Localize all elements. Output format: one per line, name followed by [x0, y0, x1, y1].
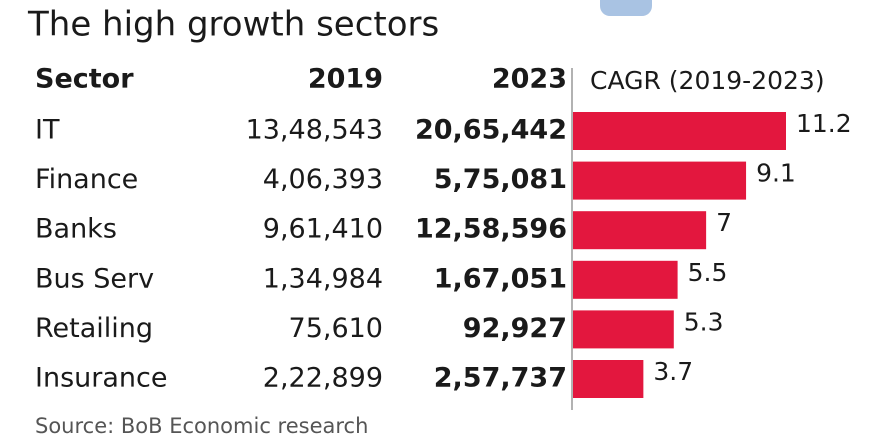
source: Source: BoB Economic research	[35, 414, 368, 438]
bar	[573, 161, 747, 200]
sector-name: Insurance	[35, 363, 167, 394]
value-2023: 1,67,051	[434, 263, 567, 294]
value-2019: 75,610	[289, 313, 383, 344]
column-header: 2019	[308, 64, 383, 95]
value-label: 9.1	[756, 159, 796, 188]
value-label: 7	[716, 208, 732, 237]
sector-name: Bus Serv	[35, 263, 154, 294]
value-2019: 1,34,984	[263, 263, 383, 294]
sector-name: Retailing	[35, 313, 153, 344]
value-2019: 13,48,543	[246, 115, 383, 146]
column-header: 2023	[492, 64, 567, 95]
value-2023: 92,927	[463, 313, 567, 344]
value-2019: 4,06,393	[263, 164, 383, 195]
column-header: Sector	[35, 64, 134, 95]
value-2019: 9,61,410	[263, 214, 383, 245]
bar	[573, 360, 644, 398]
value-2023: 2,57,737	[434, 363, 567, 394]
value-2019: 2,22,899	[263, 363, 383, 394]
value-2023: 20,65,442	[415, 115, 567, 146]
value-label: 11.2	[796, 109, 852, 138]
title: The high growth sectors	[27, 5, 439, 45]
header-image	[600, 0, 652, 16]
sector-name: Banks	[35, 214, 117, 245]
chart-title: CAGR (2019-2023)	[590, 66, 825, 95]
value-label: 5.5	[688, 258, 728, 287]
value-2023: 12,58,596	[415, 214, 567, 245]
bar	[573, 112, 786, 150]
sector-name: IT	[35, 115, 60, 146]
value-2023: 5,75,081	[434, 164, 567, 195]
sector-name: Finance	[35, 164, 138, 195]
bar	[573, 310, 674, 349]
value-label: 5.3	[684, 307, 724, 336]
value-label: 3.7	[653, 357, 693, 386]
bar	[573, 260, 678, 299]
bar	[573, 211, 707, 250]
